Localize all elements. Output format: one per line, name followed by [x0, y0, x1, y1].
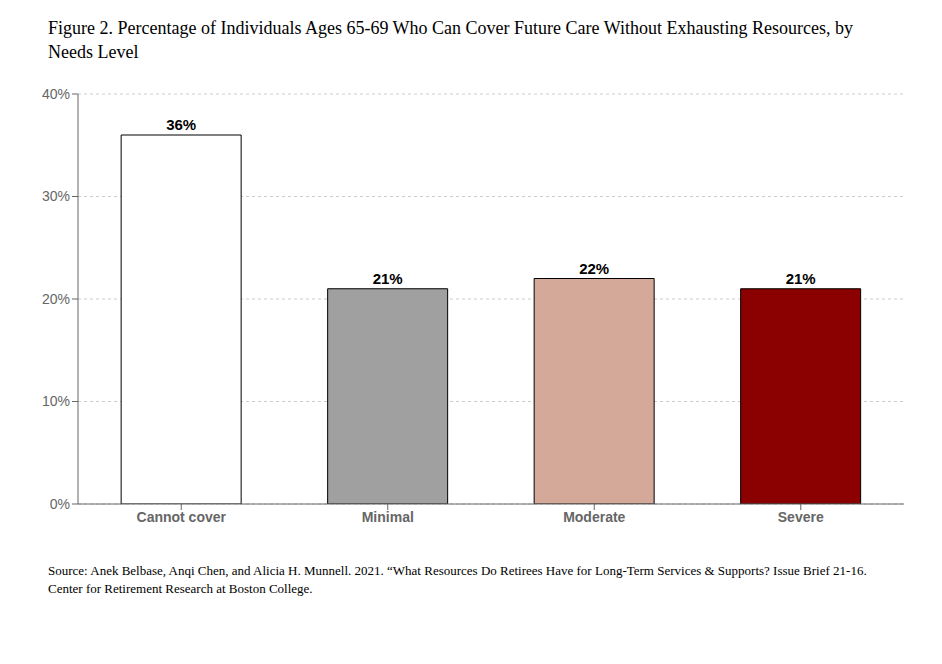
svg-text:21%: 21% — [786, 270, 816, 287]
svg-text:Moderate: Moderate — [563, 509, 625, 525]
svg-text:21%: 21% — [373, 270, 403, 287]
svg-text:22%: 22% — [579, 260, 609, 277]
svg-text:30%: 30% — [42, 188, 70, 204]
svg-text:Minimal: Minimal — [362, 509, 414, 525]
html-text:Source: Anek Belbase, Anqi Che: Source: Anek Belbase, Anqi Chen, and Ali… — [48, 563, 867, 596]
svg-text:Cannot cover: Cannot cover — [137, 509, 227, 525]
html-text:Figure 2. Percentage of Indivi: Figure 2. Percentage of Individuals Ages… — [48, 18, 853, 62]
svg-text:Severe: Severe — [778, 509, 824, 525]
svg-text:40%: 40% — [42, 86, 70, 102]
svg-text:10%: 10% — [42, 393, 70, 409]
svg-text:20%: 20% — [42, 291, 70, 307]
svg-text:36%: 36% — [166, 116, 196, 133]
svg-text:0%: 0% — [50, 496, 70, 512]
